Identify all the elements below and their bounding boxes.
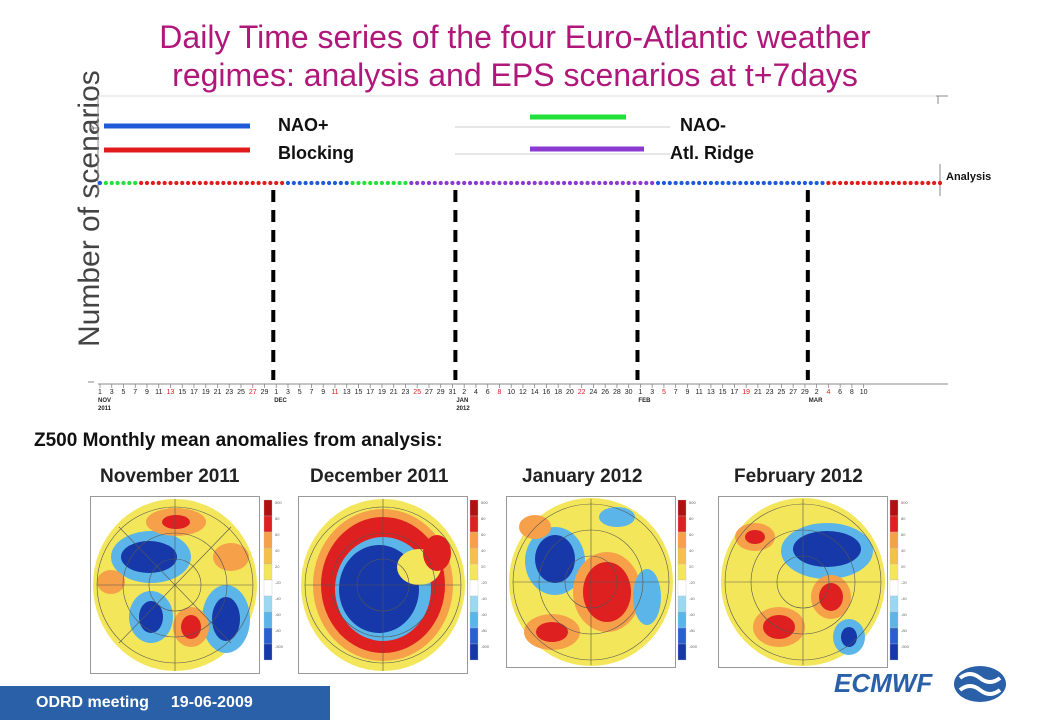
- colorbar-label: 60: [275, 532, 280, 537]
- colorbar-label: -20: [689, 580, 696, 585]
- colorbar-segment: [890, 564, 898, 580]
- colorbar-label: 60: [901, 532, 906, 537]
- colorbar-label: 40: [901, 548, 906, 553]
- colorbar-1: 500 80 60 40 20 -20 -40 -60 -80 -500: [264, 500, 284, 660]
- colorbar-segment: [264, 644, 272, 660]
- colorbar-segment: [890, 500, 898, 516]
- footer-meeting: ODRD meeting: [36, 694, 149, 711]
- colorbar-label: -40: [689, 596, 696, 601]
- colorbar-label: -500: [481, 644, 490, 649]
- colorbar-label: 80: [481, 516, 486, 521]
- colorbar-label: -500: [275, 644, 284, 649]
- colorbar-segment: [264, 580, 272, 596]
- colorbar-segment: [470, 628, 478, 644]
- colorbar-label: 40: [689, 548, 694, 553]
- colorbar-segment: [678, 628, 686, 644]
- colorbar-segment: [678, 644, 686, 660]
- colorbar-segment: [678, 516, 686, 532]
- colorbar-segment: [890, 644, 898, 660]
- colorbar-segment: [470, 516, 478, 532]
- colorbar-label: 40: [481, 548, 486, 553]
- colorbar-label: -80: [481, 628, 488, 633]
- colorbar-segment: [678, 532, 686, 548]
- colorbar-label: -60: [689, 612, 696, 617]
- colorbar-label: -80: [275, 628, 282, 633]
- colorbar-segment: [890, 612, 898, 628]
- colorbar-label: 20: [275, 564, 280, 569]
- colorbar-label: -40: [275, 596, 282, 601]
- colorbar-segment: [678, 580, 686, 596]
- colorbar-segment: [470, 644, 478, 660]
- colorbars: 500 80 60 40 20 -20 -40 -60 -80 -500 500 80 60 40 20 -2…: [0, 0, 1040, 720]
- colorbar-segment: [470, 580, 478, 596]
- colorbar-segment: [890, 596, 898, 612]
- colorbar-label: 20: [481, 564, 486, 569]
- colorbar-label: 40: [275, 548, 280, 553]
- colorbar-segment: [678, 500, 686, 516]
- colorbar-segment: [678, 548, 686, 564]
- colorbar-segment: [890, 628, 898, 644]
- colorbar-segment: [470, 532, 478, 548]
- colorbar-segment: [470, 612, 478, 628]
- colorbar-label: 500: [901, 500, 908, 505]
- colorbar-label: 20: [689, 564, 694, 569]
- colorbar-label: -500: [901, 644, 910, 649]
- ecmwf-logo-icon: [952, 664, 1008, 704]
- colorbar-segment: [264, 548, 272, 564]
- colorbar-label: -60: [481, 612, 488, 617]
- colorbar-label: -20: [481, 580, 488, 585]
- colorbar-label: -60: [275, 612, 282, 617]
- colorbar-segment: [890, 580, 898, 596]
- colorbar-label: 80: [689, 516, 694, 521]
- colorbar-label: 500: [275, 500, 282, 505]
- colorbar-label: 20: [901, 564, 906, 569]
- colorbar-segment: [470, 596, 478, 612]
- colorbar-segment: [264, 516, 272, 532]
- colorbar-label: -80: [901, 628, 908, 633]
- colorbar-label: -80: [689, 628, 696, 633]
- colorbar-segment: [890, 532, 898, 548]
- colorbar-segment: [470, 500, 478, 516]
- colorbar-label: 60: [481, 532, 486, 537]
- colorbar-4: 500 80 60 40 20 -20 -40 -60 -80 -500: [890, 500, 910, 660]
- colorbar-segment: [470, 564, 478, 580]
- colorbar-segment: [678, 596, 686, 612]
- ecmwf-logo-text: ECMWF: [834, 668, 932, 699]
- colorbar-label: -40: [481, 596, 488, 601]
- colorbar-label: 80: [901, 516, 906, 521]
- colorbar-label: -500: [689, 644, 698, 649]
- colorbar-segment: [264, 500, 272, 516]
- colorbar-segment: [678, 612, 686, 628]
- colorbar-label: -20: [275, 580, 282, 585]
- colorbar-label: 80: [275, 516, 280, 521]
- colorbar-label: 500: [689, 500, 696, 505]
- colorbar-2: 500 80 60 40 20 -20 -40 -60 -80 -500: [470, 500, 490, 660]
- colorbar-segment: [264, 596, 272, 612]
- colorbar-label: -20: [901, 580, 908, 585]
- colorbar-label: 60: [689, 532, 694, 537]
- colorbar-label: 500: [481, 500, 488, 505]
- colorbar-segment: [264, 532, 272, 548]
- colorbar-segment: [470, 548, 478, 564]
- footer-date: 19-06-2009: [171, 694, 253, 711]
- colorbar-segment: [264, 628, 272, 644]
- colorbar-segment: [264, 564, 272, 580]
- colorbar-label: -40: [901, 596, 908, 601]
- colorbar-label: -60: [901, 612, 908, 617]
- colorbar-segment: [264, 612, 272, 628]
- colorbar-segment: [890, 516, 898, 532]
- colorbar-segment: [890, 548, 898, 564]
- colorbar-3: 500 80 60 40 20 -20 -40 -60 -80 -500: [678, 500, 698, 660]
- colorbar-segment: [678, 564, 686, 580]
- footer-bar: ODRD meeting 19-06-2009: [0, 686, 330, 720]
